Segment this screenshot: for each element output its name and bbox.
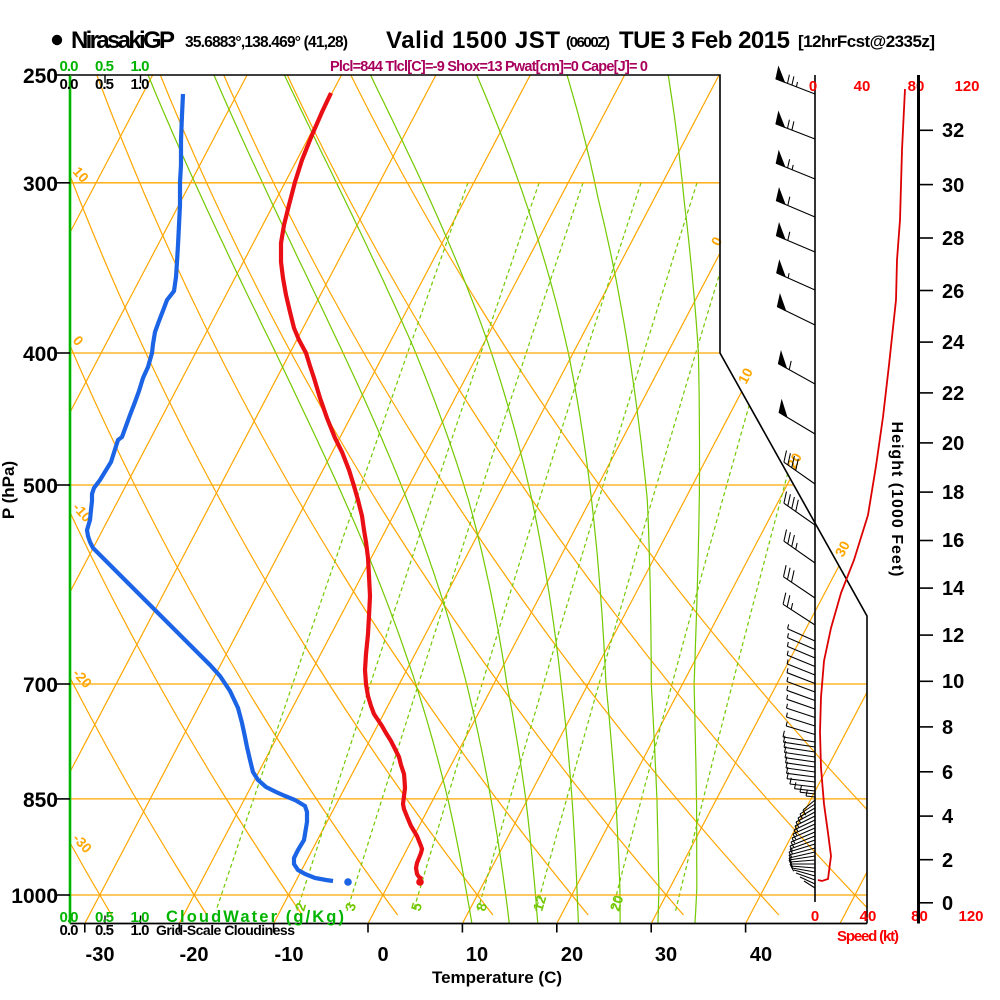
svg-text:14: 14: [942, 578, 965, 600]
svg-text:0.5: 0.5: [95, 922, 114, 939]
svg-text:Grid-Scale Cloudiness: Grid-Scale Cloudiness: [156, 922, 295, 938]
svg-text:(0600Z): (0600Z): [566, 34, 610, 51]
svg-text:1.0: 1.0: [131, 909, 150, 926]
svg-text:NirasakiGP: NirasakiGP: [71, 27, 175, 54]
svg-text:26: 26: [942, 281, 964, 303]
svg-text:40: 40: [854, 78, 871, 95]
svg-text:4: 4: [942, 806, 954, 828]
svg-text:Temperature (C): Temperature (C): [432, 968, 562, 987]
svg-text:18: 18: [942, 482, 964, 504]
svg-text:0: 0: [811, 908, 819, 925]
svg-text:20: 20: [607, 893, 627, 913]
svg-text:0.0: 0.0: [60, 909, 79, 926]
svg-text:Plcl=844 Tlcl[C]=-9 Shox=13 Pw: Plcl=844 Tlcl[C]=-9 Shox=13 Pwat[cm]=0 C…: [330, 59, 648, 75]
svg-text:1000: 1000: [11, 885, 58, 908]
svg-text:1.0: 1.0: [131, 58, 150, 75]
svg-text:CloudWater (g/Kg): CloudWater (g/Kg): [166, 908, 344, 926]
svg-text:22: 22: [942, 383, 964, 405]
svg-text:40: 40: [860, 908, 877, 925]
svg-text:0.0: 0.0: [60, 922, 79, 939]
svg-text:8: 8: [942, 717, 953, 739]
svg-text:30: 30: [942, 175, 964, 197]
svg-text:Speed (kt): Speed (kt): [837, 928, 899, 945]
svg-text:12: 12: [530, 893, 550, 913]
svg-text:16: 16: [942, 530, 964, 552]
svg-text:24: 24: [942, 332, 965, 354]
svg-text:0: 0: [377, 944, 388, 966]
svg-text:20: 20: [942, 433, 964, 455]
svg-text:32: 32: [942, 120, 964, 142]
svg-text:10: 10: [466, 944, 488, 966]
svg-text:12: 12: [942, 625, 964, 647]
svg-text:0.5: 0.5: [95, 909, 114, 926]
svg-text:0.0: 0.0: [60, 76, 79, 93]
svg-text:120: 120: [954, 78, 979, 95]
svg-text:35.6883°,138.469° (41,28): 35.6883°,138.469° (41,28): [185, 34, 348, 51]
svg-text:120: 120: [958, 908, 983, 925]
svg-text:-30: -30: [86, 944, 115, 966]
svg-text:28: 28: [942, 228, 964, 250]
svg-text:2: 2: [942, 850, 953, 872]
svg-text:850: 850: [23, 789, 58, 812]
svg-text:1.0: 1.0: [131, 922, 150, 939]
svg-text:6: 6: [942, 762, 953, 784]
svg-text:0.0: 0.0: [60, 58, 79, 75]
svg-text:Height (1000 Feet): Height (1000 Feet): [888, 422, 905, 577]
svg-text:10: 10: [735, 365, 757, 386]
svg-text:40: 40: [750, 944, 772, 966]
svg-text:0: 0: [942, 893, 953, 915]
svg-text:300: 300: [23, 173, 58, 196]
svg-text:P (hPa): P (hPa): [0, 461, 18, 519]
svg-text:250: 250: [23, 65, 58, 88]
svg-text:TUE 3 Feb 2015: TUE 3 Feb 2015: [619, 27, 790, 54]
svg-text:80: 80: [908, 78, 925, 95]
svg-text:700: 700: [23, 674, 58, 697]
svg-text:1.0: 1.0: [131, 76, 150, 93]
svg-text:-10: -10: [275, 944, 304, 966]
svg-text:30: 30: [832, 538, 854, 559]
svg-text:0.5: 0.5: [95, 58, 114, 75]
svg-text:400: 400: [23, 343, 58, 366]
svg-text:30: 30: [655, 944, 677, 966]
svg-text:0.5: 0.5: [95, 76, 114, 93]
svg-text:10: 10: [942, 671, 964, 693]
svg-text:Valid 1500 JST: Valid 1500 JST: [386, 27, 560, 54]
svg-text:[12hrFcst@2335z]: [12hrFcst@2335z]: [798, 32, 935, 51]
svg-text:20: 20: [561, 944, 583, 966]
svg-text:0: 0: [809, 78, 817, 95]
svg-text:500: 500: [23, 475, 58, 498]
svg-text:-20: -20: [180, 944, 209, 966]
